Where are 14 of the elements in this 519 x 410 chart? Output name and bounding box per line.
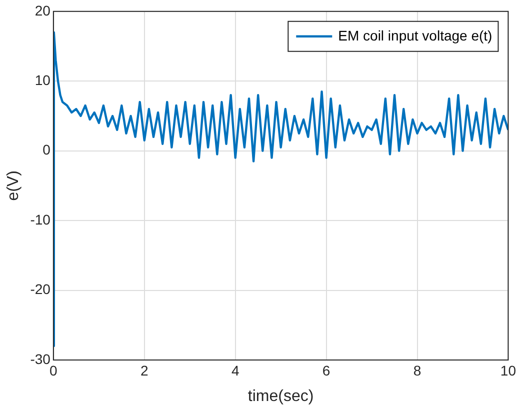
y-tick-label: 10 bbox=[34, 72, 51, 88]
x-tick-label: 2 bbox=[140, 362, 148, 378]
x-tick-label: 8 bbox=[413, 362, 422, 378]
legend-label: EM coil input voltage e(t) bbox=[338, 27, 492, 44]
x-tick-label: 10 bbox=[500, 362, 516, 378]
y-tick-label: -30 bbox=[30, 350, 51, 367]
x-tick-label: 4 bbox=[231, 362, 240, 378]
y-tick-label: 20 bbox=[34, 2, 51, 18]
x-axis-title: time(sec) bbox=[248, 388, 314, 405]
x-tick-label: 6 bbox=[322, 362, 330, 378]
y-tick-label: -10 bbox=[30, 211, 51, 228]
y-tick-label: -20 bbox=[30, 281, 51, 298]
y-tick-label: 0 bbox=[42, 142, 51, 158]
y-axis-title: e(V) bbox=[5, 170, 22, 201]
